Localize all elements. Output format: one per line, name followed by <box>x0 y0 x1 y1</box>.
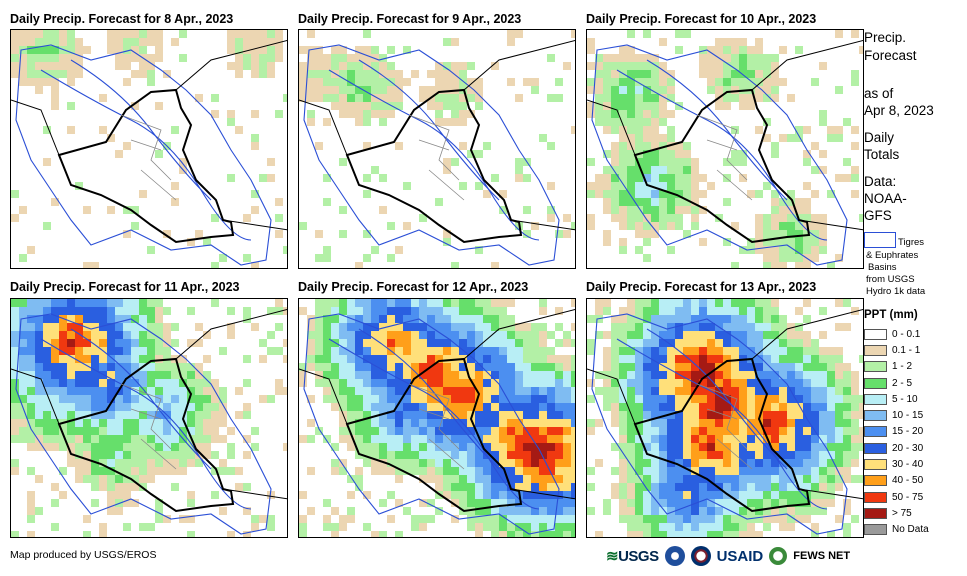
dos-seal-logo <box>690 546 711 566</box>
legend-item: 2 - 5 <box>864 375 929 391</box>
precip-map-apr12 <box>299 299 575 537</box>
fews-net-logo: FEWS NET <box>793 550 851 562</box>
legend-item: 1 - 2 <box>864 359 929 375</box>
legend-label: 1 - 2 <box>892 361 913 373</box>
map-panel-apr10[interactable] <box>586 29 864 269</box>
fews-globe-icon <box>769 547 788 565</box>
precip-map-apr11 <box>11 299 287 537</box>
legend-item: 0.1 - 1 <box>864 342 929 358</box>
panel-title-apr11: Daily Precip. Forecast for 11 Apr., 2023 <box>10 280 240 294</box>
legend-label: 5 - 10 <box>892 393 918 405</box>
map-credit: Map produced by USGS/EROS <box>10 549 157 561</box>
legend-label: 50 - 75 <box>892 491 924 503</box>
basin-label-line2: & Euphrates <box>866 250 919 261</box>
legend-label: > 75 <box>892 507 912 519</box>
legend-item: 5 - 10 <box>864 391 929 407</box>
legend-label: 0 - 0.1 <box>892 328 921 340</box>
as-of-date: Apr 8, 2023 <box>864 103 934 118</box>
noaa-logo <box>664 546 685 566</box>
ppt-legend-title: PPT (mm) <box>864 309 918 321</box>
legend-swatch <box>864 459 887 471</box>
map-panel-apr8[interactable] <box>10 29 288 269</box>
legend-swatch <box>864 442 887 454</box>
legend-swatch <box>864 410 887 422</box>
legend-item: 20 - 30 <box>864 440 929 456</box>
legend-label: No Data <box>892 524 929 536</box>
legend-item: 0 - 0.1 <box>864 326 929 342</box>
as-of-label: as of <box>864 86 894 101</box>
panel-title-apr13: Daily Precip. Forecast for 13 Apr., 2023 <box>586 280 817 294</box>
legend-swatch <box>864 377 887 389</box>
legend-swatch <box>864 344 887 356</box>
legend-label: 2 - 5 <box>892 377 913 389</box>
totals-line1: Daily <box>864 130 895 145</box>
legend-item: 15 - 20 <box>864 424 929 440</box>
panel-title-apr8: Daily Precip. Forecast for 8 Apr., 2023 <box>10 12 234 26</box>
totals-line2: Totals <box>864 147 900 162</box>
legend-item: > 75 <box>864 505 929 521</box>
map-panel-apr13[interactable] <box>586 298 864 538</box>
legend-swatch <box>864 475 887 487</box>
data-source-line2: NOAA- <box>864 191 907 206</box>
usaid-logo: USAID <box>716 547 764 565</box>
legend-swatch <box>864 328 887 340</box>
legend-swatch <box>864 524 887 536</box>
panel-title-apr9: Daily Precip. Forecast for 9 Apr., 2023 <box>298 12 522 26</box>
data-source-line1: Data: <box>864 174 897 189</box>
legend-title-line2: Forecast <box>864 48 917 63</box>
logo-bar: ≋USGS USAID FEWS NET <box>606 543 850 569</box>
legend-label: 40 - 50 <box>892 475 924 487</box>
legend-swatch <box>864 507 887 519</box>
precip-map-apr10 <box>587 30 863 268</box>
precip-map-apr13 <box>587 299 863 537</box>
legend-item: No Data <box>864 522 929 538</box>
basin-legend-swatch <box>864 232 896 248</box>
basin-label-line3: Basins <box>868 262 897 273</box>
data-source-line3: GFS <box>864 208 892 223</box>
legend-swatch <box>864 491 887 503</box>
legend-label: 10 - 15 <box>892 410 924 422</box>
legend-item: 30 - 40 <box>864 456 929 472</box>
basin-label-line4: from USGS <box>866 274 915 285</box>
panel-title-apr10: Daily Precip. Forecast for 10 Apr., 2023 <box>586 12 817 26</box>
legend-swatch <box>864 426 887 438</box>
legend-item: 50 - 75 <box>864 489 929 505</box>
legend-label: 0.1 - 1 <box>892 344 921 356</box>
legend-swatch <box>864 393 887 405</box>
map-panel-apr11[interactable] <box>10 298 288 538</box>
map-panel-apr12[interactable] <box>298 298 576 538</box>
precip-map-apr8 <box>11 30 287 268</box>
panel-title-apr12: Daily Precip. Forecast for 12 Apr., 2023 <box>298 280 529 294</box>
legend-item: 10 - 15 <box>864 407 929 423</box>
legend-swatch <box>864 361 887 373</box>
legend-item: 40 - 50 <box>864 473 929 489</box>
precip-map-apr9 <box>299 30 575 268</box>
legend-label: 15 - 20 <box>892 426 924 438</box>
basin-label-line5: Hydro 1k data <box>866 286 926 297</box>
map-panel-apr9[interactable] <box>298 29 576 269</box>
legend-label: 20 - 30 <box>892 442 924 454</box>
basin-label-line1: Tigres <box>898 237 925 248</box>
usgs-logo: ≋USGS <box>606 548 659 565</box>
legend-title-line1: Precip. <box>864 30 907 45</box>
ppt-legend: 0 - 0.1 0.1 - 1 1 - 2 2 - 5 5 - 10 10 - 15 15 … <box>864 326 929 538</box>
legend-label: 30 - 40 <box>892 459 924 471</box>
